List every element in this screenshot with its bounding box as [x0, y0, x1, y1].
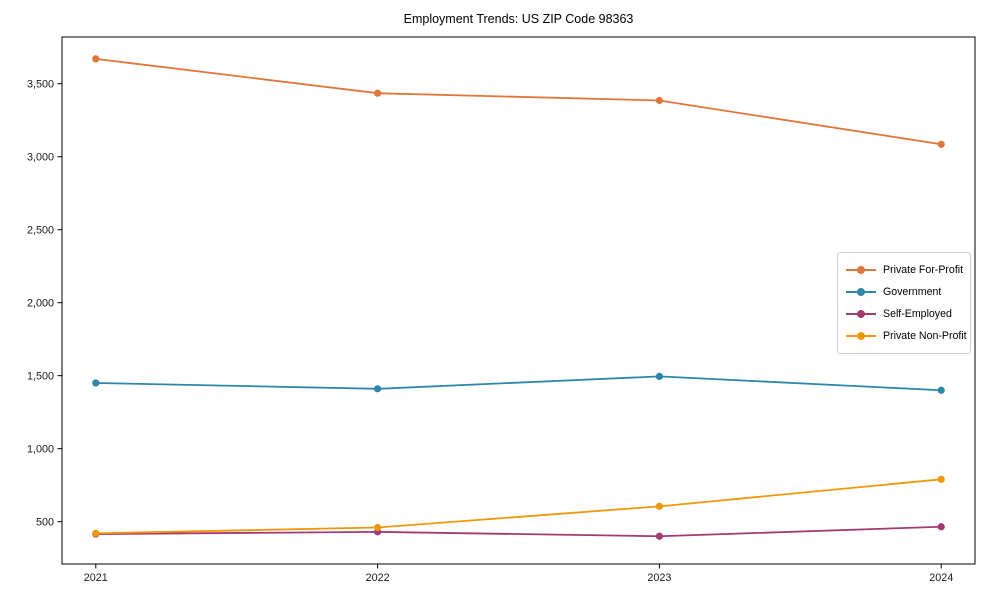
x-tick-label: 2024	[929, 572, 953, 584]
series-line-private-for-profit	[94, 57, 943, 146]
legend-line-marker-icon	[846, 309, 876, 319]
data-point-marker	[937, 475, 945, 483]
data-point-marker	[373, 523, 382, 532]
data-point-marker	[655, 502, 664, 510]
y-tick-label: 2,000	[27, 297, 54, 309]
legend-item: Private For-Profit	[846, 259, 964, 281]
data-point-marker	[92, 379, 100, 387]
legend-line-marker-icon	[846, 287, 876, 297]
x-tick-label: 2023	[647, 572, 671, 584]
data-point-marker	[937, 386, 945, 394]
legend-label: Private Non-Profit	[883, 330, 967, 342]
series-line-private-non-profit	[94, 478, 943, 535]
y-tick-label: 3,500	[27, 79, 54, 91]
legend-item: Government	[846, 281, 962, 303]
legend-item: Self-Employed	[846, 303, 962, 325]
y-tick-label: 1,000	[27, 443, 54, 455]
legend-line-marker-icon	[846, 331, 876, 341]
x-tick-label: 2021	[84, 572, 108, 584]
legend-item: Private Non-Profit	[846, 325, 967, 347]
legend-label: Private For-Profit	[883, 264, 964, 276]
data-point-marker	[937, 523, 945, 531]
legend-label: Government	[883, 286, 942, 298]
y-tick-label: 1,500	[27, 370, 54, 382]
chart-legend: Private For-Profit Government Self-Employe…	[837, 252, 971, 354]
data-point-marker	[373, 385, 382, 393]
data-point-marker	[937, 140, 945, 148]
data-point-marker	[655, 96, 664, 105]
series-line-self-employed	[94, 525, 943, 538]
data-point-marker	[655, 372, 664, 381]
chart-title: Employment Trends: US ZIP Code 98363	[403, 12, 634, 26]
data-point-marker	[655, 532, 664, 540]
plot-border	[61, 36, 976, 565]
y-tick-label: 500	[36, 516, 54, 528]
data-point-marker	[92, 55, 100, 63]
series-line-government	[94, 375, 943, 392]
y-tick-label: 2,500	[27, 224, 54, 236]
legend-line-marker-icon	[846, 265, 876, 275]
x-tick-label: 2022	[366, 572, 390, 584]
data-point-marker	[92, 529, 100, 537]
data-point-marker	[373, 89, 382, 97]
y-tick-label: 3,000	[27, 152, 54, 164]
legend-label: Self-Employed	[883, 308, 952, 320]
